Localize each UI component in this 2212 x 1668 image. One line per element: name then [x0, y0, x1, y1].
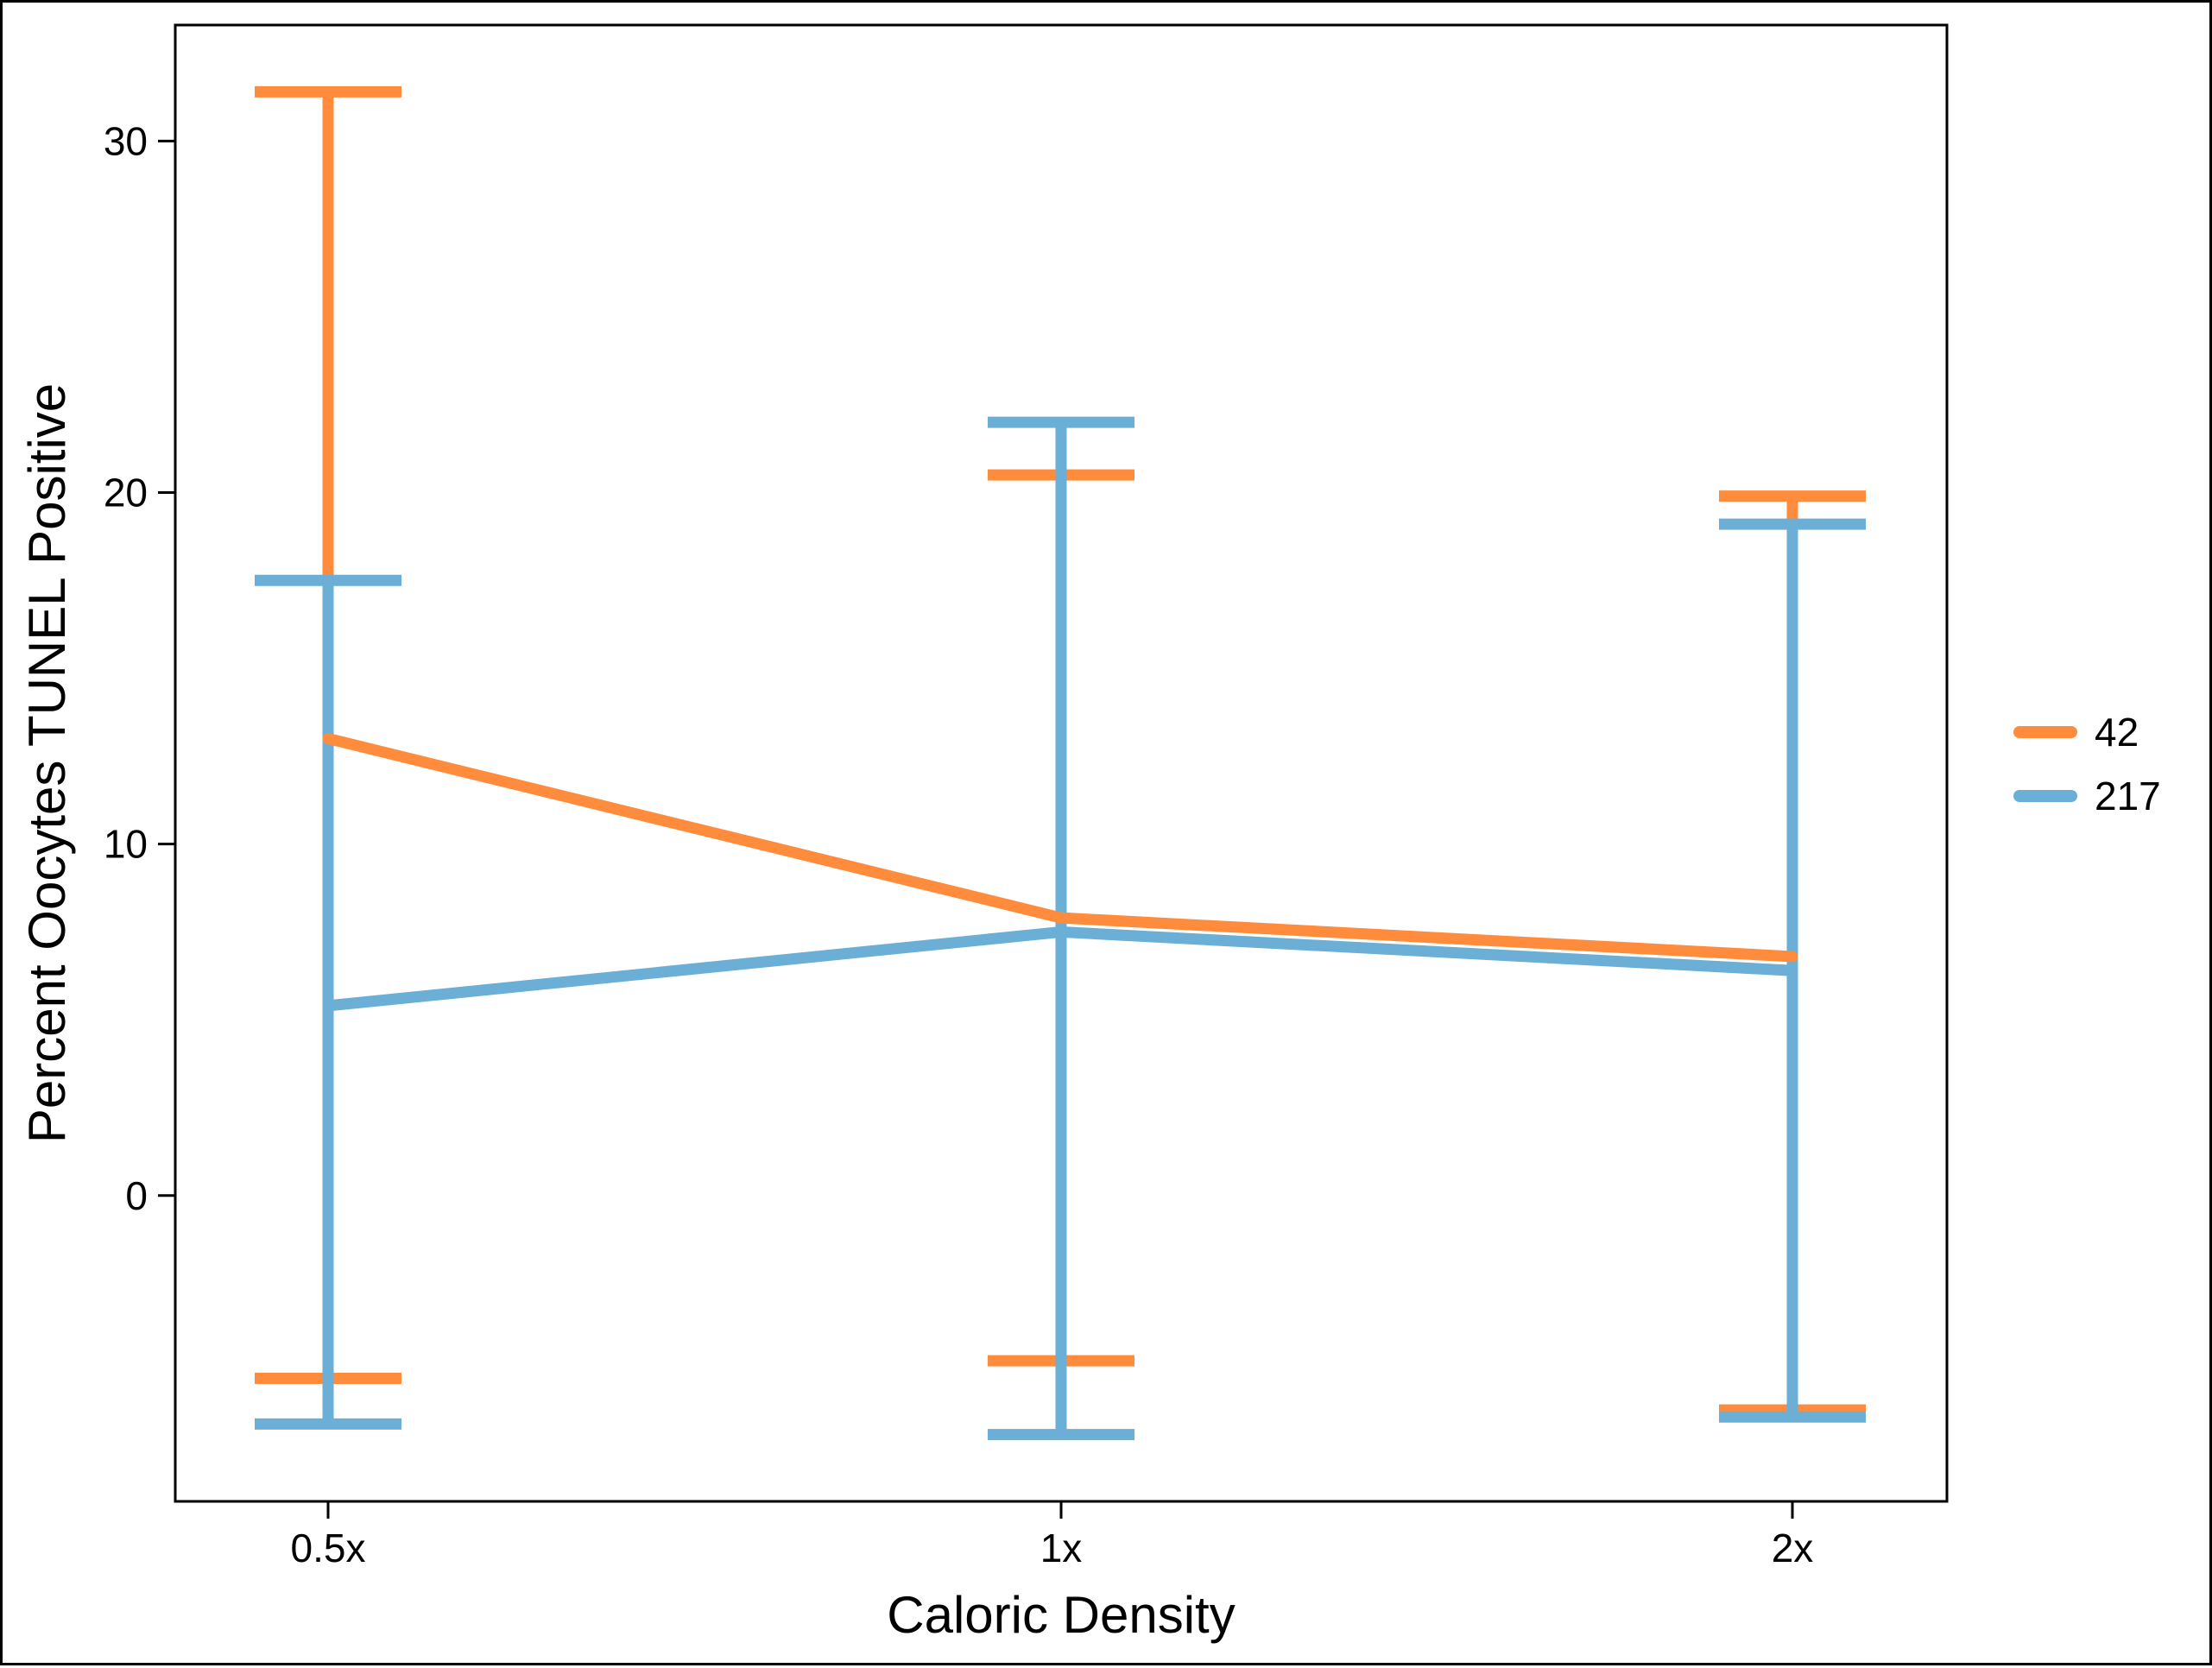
y-axis: 0 10 20 30	[104, 118, 175, 1218]
series-line-42	[322, 733, 1798, 963]
legend-label: 217	[2095, 774, 2161, 818]
x-axis-title: Caloric Density	[887, 1586, 1235, 1644]
legend-label: 42	[2095, 710, 2139, 755]
x-tick-label: 2x	[1772, 1526, 1814, 1570]
series-line-217	[322, 926, 1798, 1012]
y-tick-label: 10	[104, 822, 148, 867]
x-tick-label: 1x	[1040, 1526, 1083, 1570]
series-layer	[255, 85, 1866, 1441]
x-tick-label: 0.5x	[291, 1526, 366, 1570]
series-217	[255, 416, 1866, 1441]
y-tick-label: 30	[104, 118, 148, 163]
x-axis: 0.5x 1x 2x	[291, 1501, 1814, 1570]
y-axis-title: Percent Oocytes TUNEL Positive	[18, 383, 76, 1143]
y-tick-label: 20	[104, 471, 148, 515]
chart: 0 10 20 30 0.5x 1x 2x Caloric Density Percent…	[18, 23, 2161, 1644]
y-tick-label: 0	[125, 1173, 148, 1218]
